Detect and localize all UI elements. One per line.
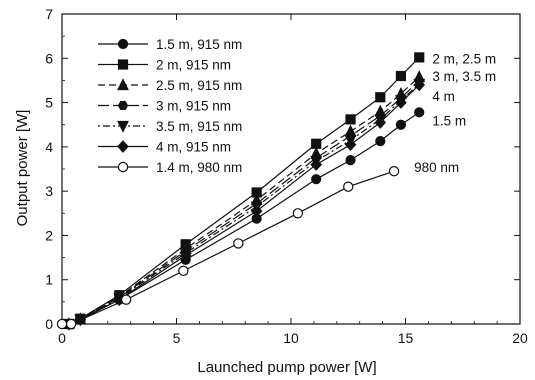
series-group [56,52,426,331]
ticks-group: 0 5 10 15 20 0 1 2 3 4 5 6 7 [45,6,528,346]
x-tick-label: 5 [173,330,181,346]
legend-marker [117,120,129,133]
data-point [311,174,322,185]
annotation-label: 1.5 m [432,113,466,128]
series-line [68,83,420,325]
x-tick-label: 20 [512,330,528,346]
series-7 [56,166,400,330]
data-point [310,158,322,171]
series-3 [62,70,426,330]
legend-item: 3.5 m, 915 nm [98,119,242,134]
legend-item: 1.4 m, 980 nm [98,160,242,175]
data-point [388,166,400,177]
legend-label: 2 m, 915 nm [156,58,231,73]
data-point [395,96,407,109]
data-point [375,136,386,147]
y-tick-label: 7 [45,6,53,22]
legend-label: 3 m, 915 nm [156,99,231,114]
series-line [68,56,420,325]
series-line [68,79,420,325]
legend-label: 2.5 m, 915 nm [156,78,242,93]
y-tick-label: 4 [45,139,53,155]
y-tick-label: 2 [45,227,53,243]
x-tick-label: 15 [398,330,414,346]
legend-label: 1.5 m, 915 nm [156,37,242,52]
data-point [250,204,263,218]
data-point [292,208,304,219]
x-axis-label: Launched pump power [W] [197,359,376,376]
x-tick-label: 10 [283,330,299,346]
data-point [374,116,387,129]
legend: 1.5 m, 915 nm 2 m, 915 nm 2.5 m, 915 nm 3 m… [98,37,242,175]
annotation-label: 980 nm [414,160,459,175]
legend-item: 1.5 m, 915 nm [98,37,242,52]
data-point [395,119,407,130]
y-tick-label: 0 [45,316,53,332]
legend-item: 4 m, 915 nm [98,140,231,155]
data-point [344,138,357,151]
legend-item: 3 m, 915 nm [98,99,231,114]
annotation-label: 4 m [432,89,455,104]
y-tick-label: 1 [45,272,53,288]
y-axis-label: Output power [W] [14,110,31,227]
legend-marker [117,78,129,91]
legend-label: 1.4 m, 980 nm [156,160,242,175]
y-tick-label: 6 [45,50,53,66]
data-point [65,318,77,330]
legend-item: 2.5 m, 915 nm [98,78,242,93]
data-point [413,78,426,92]
y-tick-label: 5 [45,95,53,111]
data-point [395,70,407,82]
data-point [345,155,356,166]
data-point [414,52,425,63]
legend-label: 4 m, 915 nm [156,140,231,155]
data-point [375,92,386,103]
legend-marker [117,140,129,153]
annotation-label: 2 m, 2.5 m [432,51,496,66]
x-tick-label: 0 [58,330,66,346]
data-point [178,265,189,277]
annotation-label: 3 m, 3.5 m [432,69,496,84]
series-line [62,170,395,325]
legend-marker [117,59,129,70]
series-2 [63,52,425,330]
y-tick-label: 3 [45,183,53,199]
series-line [68,84,420,325]
series-line [68,76,420,325]
data-point [345,114,356,125]
legend-label: 3.5 m, 915 nm [156,119,242,134]
legend-marker [117,101,129,110]
data-point [120,294,132,305]
data-point [414,107,425,118]
data-point [343,181,354,192]
legend-marker [117,161,129,173]
data-point [179,249,192,262]
legend-marker [117,38,129,50]
legend-item: 2 m, 915 nm [98,58,231,73]
annotations: 2 m, 2.5 m 3 m, 3.5 m 4 m 1.5 m 980 nm [414,51,496,175]
data-point [56,318,68,330]
data-point [233,238,244,249]
